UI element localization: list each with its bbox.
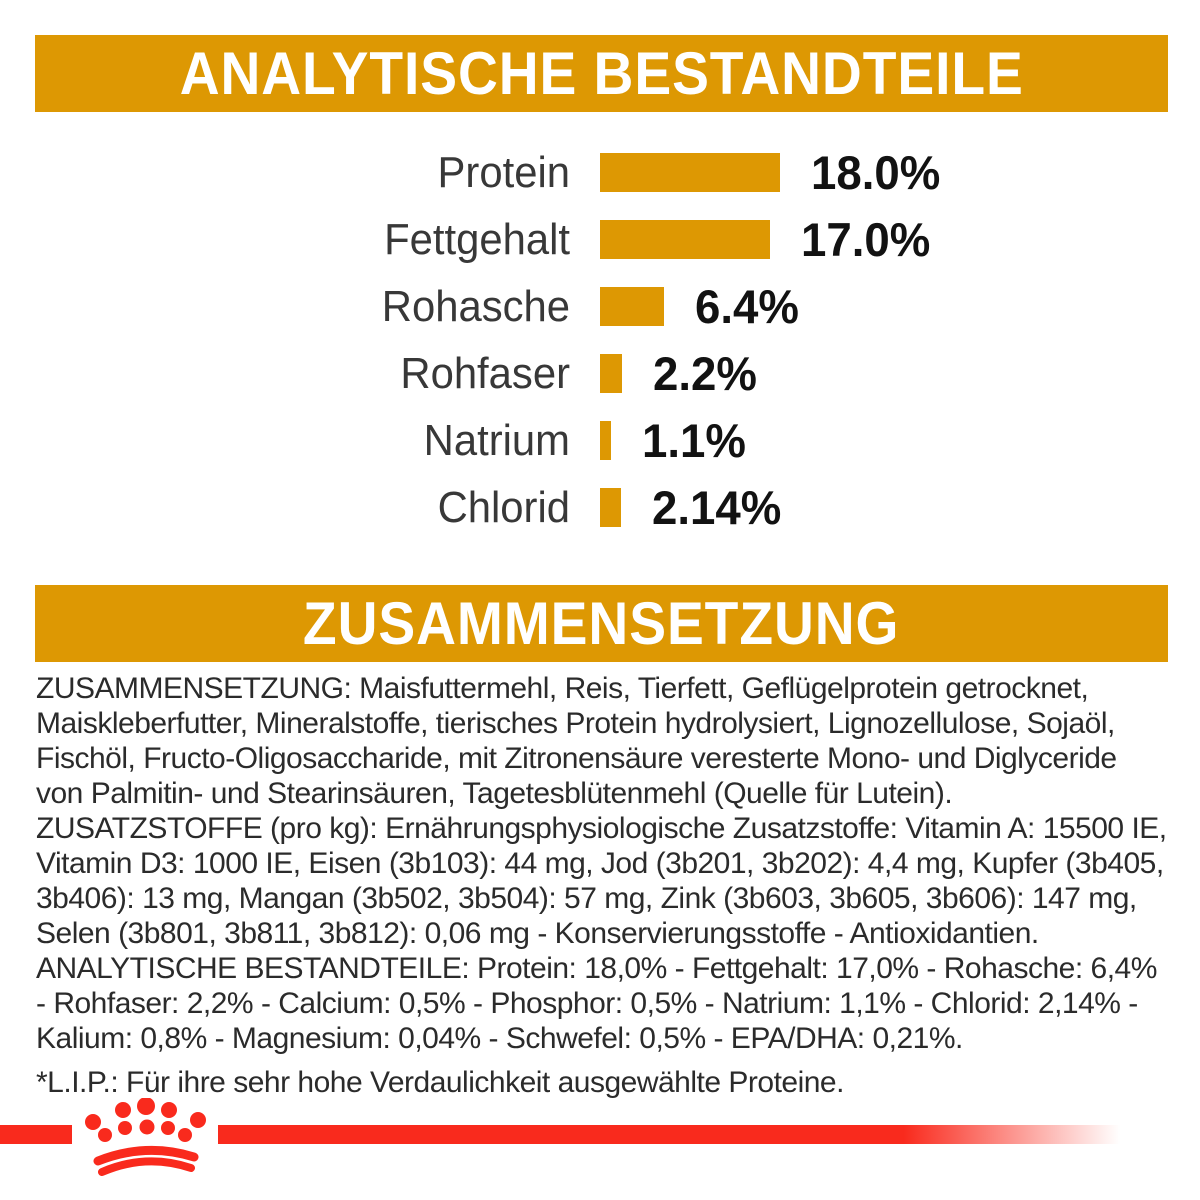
- chart-row: Chlorid 2.14%: [0, 474, 1200, 541]
- bar-label: Rohfaser: [400, 348, 570, 398]
- analytical-paragraph: ANALYTISCHE BESTANDTEILE: Protein: 18,0%…: [36, 952, 1157, 1055]
- composition-banner: ZUSAMMENSETZUNG: [35, 585, 1168, 662]
- additives-paragraph: ZUSATZSTOFFE (pro kg): Ernährungsphysiol…: [36, 812, 1167, 950]
- bar: [600, 421, 611, 460]
- analytical-constituents-banner: ANALYTISCHE BESTANDTEILE: [35, 35, 1168, 112]
- bar-label: Protein: [437, 147, 570, 197]
- composition-banner-title: ZUSAMMENSETZUNG: [303, 590, 900, 657]
- chart-row: Rohfaser 2.2%: [0, 340, 1200, 407]
- bar-label: Chlorid: [437, 482, 570, 532]
- bar-label: Fettgehalt: [384, 214, 570, 264]
- royal-canin-crown-icon: [85, 1098, 206, 1176]
- bar: [600, 220, 770, 259]
- bar: [600, 488, 622, 527]
- bar-value: 2.2%: [653, 347, 757, 400]
- composition-paragraph: ZUSAMMENSETZUNG: Maisfuttermehl, Reis, T…: [36, 672, 1117, 810]
- chart-row: Fettgehalt 17.0%: [0, 206, 1200, 273]
- bar-value: 1.1%: [642, 414, 746, 467]
- bar-value: 17.0%: [801, 213, 931, 266]
- analytical-banner-title: ANALYTISCHE BESTANDTEILE: [179, 40, 1024, 107]
- chart-row: Natrium 1.1%: [0, 407, 1200, 474]
- bar-value: 2.14%: [652, 481, 782, 534]
- chart-row: Protein 18.0%: [0, 139, 1200, 206]
- bar-value: 18.0%: [811, 146, 941, 199]
- nutrient-bar-chart: Protein 18.0% Fettgehalt 17.0% Rohasche 6.4% R…: [0, 139, 1200, 541]
- red-stripe-left: [0, 1125, 72, 1144]
- chart-row: Rohasche 6.4%: [0, 273, 1200, 340]
- label-text-block: ZUSAMMENSETZUNG: Maisfuttermehl, Reis, T…: [36, 671, 1170, 1100]
- bar-value: 6.4%: [695, 280, 799, 333]
- red-stripe-right-gradient: [218, 1125, 1120, 1144]
- lip-footnote: *L.I.P.: Für ihre sehr hohe Verdaulichke…: [36, 1066, 844, 1099]
- bar-label: Natrium: [423, 415, 570, 465]
- bar: [600, 287, 664, 326]
- bar: [600, 153, 780, 192]
- bar: [600, 354, 622, 393]
- bar-label: Rohasche: [381, 281, 570, 331]
